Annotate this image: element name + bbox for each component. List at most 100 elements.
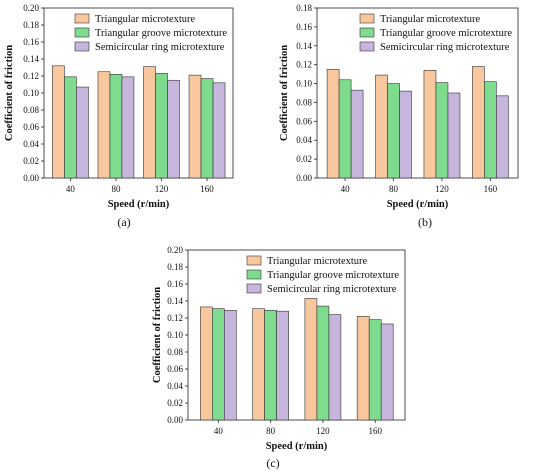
legend-swatch (246, 283, 262, 294)
chart-panel-2: 0.00 0.02 0.04 0.06 0.08 0.10 0.12 0.14 0.16 0.18… (279, 3, 519, 229)
panel-label: (a) (117, 215, 130, 229)
legend-entry: Semicircular ring microtexture (95, 42, 225, 53)
legend-swatch (74, 13, 90, 24)
bar (200, 78, 214, 179)
bar (212, 82, 226, 179)
legend-swatch (246, 255, 262, 266)
legend-swatch (359, 41, 375, 52)
x-tick-label: 40 (214, 426, 224, 436)
bar (435, 82, 449, 179)
y-tick-label: 0.02 (23, 156, 39, 166)
y-tick-label: 0.04 (296, 135, 312, 145)
bar (212, 308, 225, 421)
bar (496, 95, 509, 179)
bar (380, 323, 394, 421)
y-axis-label: Coefficient of friction (152, 287, 163, 383)
y-tick-label: 0.18 (167, 262, 183, 272)
bar (368, 319, 382, 421)
panel-label: (b) (418, 215, 432, 229)
bar (252, 308, 265, 421)
plot-frame (316, 7, 519, 179)
y-axis-label: Coefficient of friction (279, 45, 290, 141)
bar (423, 70, 437, 179)
bar (472, 66, 485, 179)
y-axis-label: Coefficient of friction (4, 45, 15, 141)
y-tick-label: 0.14 (296, 41, 312, 51)
bar (143, 66, 156, 179)
x-tick-label: 80 (389, 184, 399, 194)
y-tick-label: 0.06 (167, 364, 183, 374)
x-tick-label: 40 (66, 184, 76, 194)
legend-swatch (359, 13, 375, 24)
bar (350, 89, 364, 179)
y-tick-label: 0.12 (167, 313, 183, 323)
x-axis-label: Speed (r/min) (387, 199, 449, 210)
legend-entry: Triangular groove microtexture (95, 28, 227, 39)
y-tick-label: 0.14 (167, 296, 183, 306)
x-tick-label: 120 (316, 426, 330, 436)
y-tick-label: 0.16 (23, 37, 39, 47)
y-tick-label: 0.04 (167, 381, 183, 391)
x-tick-label: 40 (341, 184, 351, 194)
y-tick-label: 0.10 (23, 88, 39, 98)
y-tick-label: 0.06 (296, 116, 312, 126)
bar (328, 314, 342, 421)
y-tick-label: 0.14 (23, 54, 39, 64)
y-tick-label: 0.10 (296, 79, 312, 89)
bar (375, 74, 388, 179)
legend-entry: Triangular groove microtexture (380, 28, 512, 39)
x-tick-label: 160 (200, 184, 214, 194)
bar (304, 298, 318, 421)
chart-panel-3: 0.00 0.02 0.04 0.06 0.08 0.10 0.12 0.14 0.16 0.18… (152, 245, 406, 470)
bar (326, 69, 340, 179)
bar (200, 306, 213, 421)
y-tick-label: 0.08 (296, 97, 312, 107)
bar (276, 310, 289, 421)
y-tick-label: 0.18 (296, 3, 312, 13)
legend-entry: Semicircular ring microtexture (267, 284, 397, 295)
legend-swatch (74, 41, 90, 52)
legend-swatch (359, 27, 375, 38)
legend-swatch (74, 27, 90, 38)
x-tick-label: 160 (368, 426, 382, 436)
y-tick-label: 0.18 (23, 20, 39, 30)
legend-entry: Triangular microtexture (95, 14, 196, 25)
legend-entry: Triangular groove microtexture (267, 270, 399, 281)
bar (264, 310, 277, 421)
y-tick-label: 0.00 (23, 173, 39, 183)
y-tick-label: 0.00 (167, 415, 183, 425)
bar (52, 65, 65, 179)
y-tick-label: 0.08 (23, 105, 39, 115)
legend-swatch (246, 269, 262, 280)
y-tick-label: 0.08 (167, 347, 183, 357)
bar (121, 76, 135, 179)
bar (316, 305, 330, 421)
y-tick-label: 0.10 (167, 330, 183, 340)
bar (155, 73, 168, 179)
bar (399, 90, 412, 179)
y-tick-label: 0.16 (296, 22, 312, 32)
bar (387, 83, 400, 179)
bar (167, 79, 180, 179)
y-tick-label: 0.00 (296, 173, 312, 183)
legend-entry: Triangular microtexture (380, 14, 481, 25)
x-tick-label: 120 (435, 184, 449, 194)
x-axis-label: Speed (r/min) (266, 441, 328, 452)
bar (224, 310, 237, 421)
bar (97, 71, 111, 179)
x-axis-label: Speed (r/min) (108, 199, 170, 210)
bar (76, 86, 89, 179)
bar (109, 74, 123, 179)
y-tick-label: 0.04 (23, 139, 39, 149)
panel-label: (c) (266, 456, 279, 470)
y-tick-label: 0.12 (296, 60, 312, 70)
bar (64, 76, 77, 179)
bar (188, 74, 202, 179)
x-tick-label: 120 (155, 184, 169, 194)
legend-entry: Triangular microtexture (267, 256, 368, 267)
y-tick-label: 0.12 (23, 71, 39, 81)
y-tick-label: 0.02 (296, 154, 312, 164)
y-tick-label: 0.16 (167, 279, 183, 289)
y-tick-label: 0.06 (23, 122, 39, 132)
